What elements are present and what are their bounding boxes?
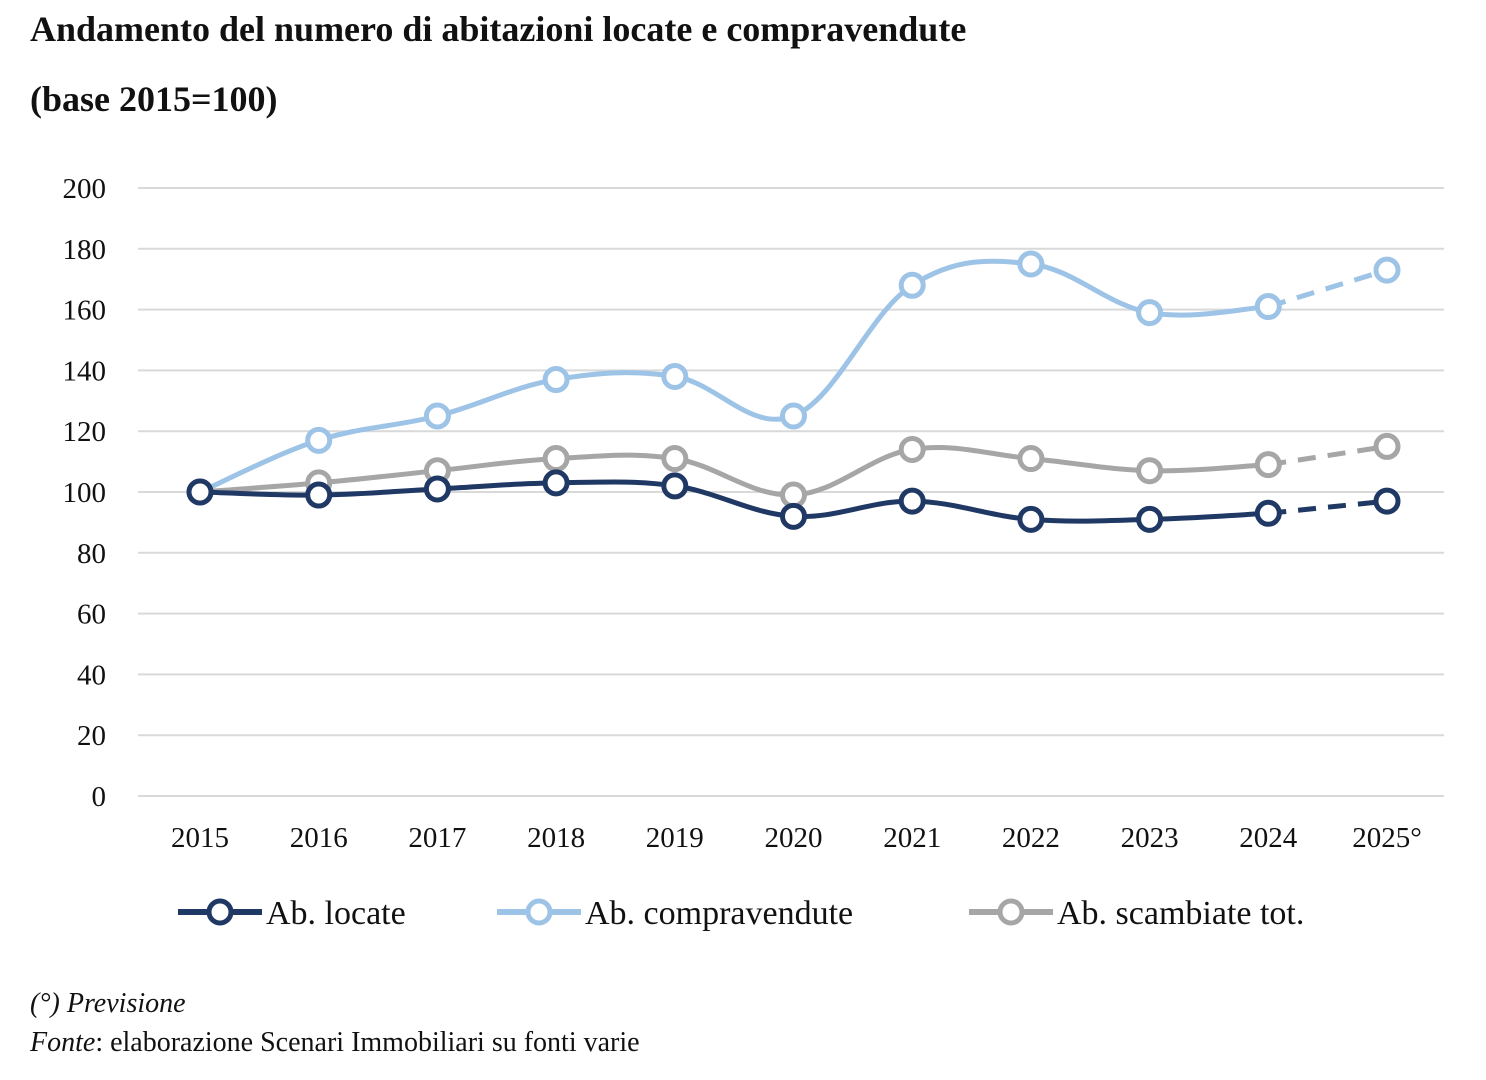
legend-marker-ab-compravendute	[525, 898, 553, 926]
data-point-ab-locate	[1373, 487, 1401, 515]
chart-title: Andamento del numero di abitazioni locat…	[30, 9, 967, 49]
y-tick-label: 20	[77, 720, 106, 752]
x-tick-label: 2016	[290, 822, 348, 854]
data-point-ab-scambiate-tot	[1373, 432, 1401, 460]
x-tick-label: 2019	[646, 822, 704, 854]
data-point-ab-locate	[186, 478, 214, 506]
data-point-ab-scambiate-tot	[1017, 445, 1045, 473]
series-ab-locate	[186, 469, 1401, 533]
data-point-ab-locate	[1017, 505, 1045, 533]
x-tick-label: 2017	[408, 822, 466, 854]
data-point-ab-locate	[305, 481, 333, 509]
series-forecast-line-ab-scambiate-tot	[1267, 443, 1388, 468]
x-tick-label: 2024	[1239, 822, 1298, 854]
x-tick-label: 2022	[1002, 822, 1060, 854]
data-point-ab-compravendute	[780, 402, 807, 430]
y-tick-label: 80	[77, 538, 106, 570]
x-tick-label: 2021	[883, 822, 941, 854]
source-note: Fonte: elaborazione Scenari Immobiliari …	[30, 1027, 640, 1059]
data-point-ab-locate	[780, 502, 807, 530]
series-ab-compravendute	[186, 250, 1401, 506]
data-point-ab-scambiate-tot	[661, 445, 689, 473]
data-point-ab-compravendute	[423, 402, 451, 430]
y-tick-label: 140	[63, 355, 107, 387]
source-label: Fonte	[30, 1027, 96, 1058]
legend-item-ab-locate: Ab. locate	[178, 895, 406, 932]
y-tick-label: 0	[92, 781, 107, 813]
data-point-ab-compravendute	[898, 271, 926, 299]
legend-marker-ab-locate	[206, 898, 234, 926]
legend-marker-ab-scambiate-tot	[997, 898, 1025, 926]
data-point-ab-compravendute	[661, 362, 689, 390]
y-tick-label: 100	[63, 477, 107, 509]
series-line-ab-locate	[197, 479, 1271, 524]
y-tick-label: 160	[63, 295, 107, 327]
x-axis-tick-labels: 2015 2016 2017 2018 2019 2020 2021 2022 2023 2024…	[171, 822, 1422, 854]
source-text: : elaborazione Scenari Immobiliari su fo…	[95, 1027, 640, 1058]
data-point-ab-compravendute	[1136, 299, 1164, 327]
data-point-ab-compravendute	[1373, 256, 1401, 284]
data-point-ab-scambiate-tot	[1254, 451, 1282, 479]
data-point-ab-locate	[1254, 499, 1282, 527]
legend-item-ab-compravendute: Ab. compravendute	[497, 895, 853, 932]
y-tick-label: 180	[63, 234, 107, 266]
x-tick-label: 2015	[171, 822, 229, 854]
x-tick-label: 2020	[765, 822, 823, 854]
legend-label-ab-locate: Ab. locate	[266, 895, 406, 932]
y-axis-tick-labels: 0 20 40 60 80 100 120 140 160 180 200	[63, 173, 107, 813]
data-point-ab-compravendute	[1254, 293, 1282, 321]
data-point-ab-compravendute	[305, 426, 333, 454]
y-tick-label: 200	[63, 173, 107, 205]
data-point-ab-locate	[898, 487, 926, 515]
series-forecast-line-ab-locate	[1268, 498, 1388, 516]
data-point-ab-scambiate-tot	[1136, 457, 1164, 485]
legend: Ab. locate Ab. compravendute Ab. scambiate…	[178, 895, 1304, 932]
data-point-ab-locate	[661, 472, 689, 500]
series-line-ab-compravendute	[197, 258, 1271, 495]
legend-label-ab-scambiate-tot: Ab. scambiate tot.	[1057, 895, 1304, 932]
x-tick-label: 2025°	[1352, 822, 1422, 854]
y-tick-label: 60	[77, 599, 106, 631]
forecast-note: (°) Previsione	[30, 988, 186, 1019]
series-line-ab-scambiate-tot	[197, 445, 1271, 498]
data-point-ab-compravendute	[1017, 250, 1045, 278]
series-forecast-line-ab-compravendute	[1267, 267, 1388, 309]
series-lines	[186, 250, 1401, 533]
line-chart: 0 20 40 60 80 100 120 140 160 180 200 2015 2016 2017…	[63, 173, 1444, 932]
chart-subtitle: (base 2015=100)	[30, 79, 278, 119]
x-tick-label: 2023	[1121, 822, 1179, 854]
legend-label-ab-compravendute: Ab. compravendute	[585, 895, 853, 932]
data-point-ab-scambiate-tot	[542, 445, 570, 473]
y-tick-label: 120	[63, 416, 107, 448]
data-point-ab-scambiate-tot	[898, 435, 926, 463]
data-point-ab-locate	[542, 469, 570, 497]
data-point-ab-locate	[423, 475, 451, 503]
data-point-ab-scambiate-tot	[780, 481, 807, 509]
data-point-ab-locate	[1136, 505, 1164, 533]
data-point-ab-compravendute	[542, 366, 570, 394]
legend-item-ab-scambiate-tot: Ab. scambiate tot.	[969, 895, 1304, 932]
x-tick-label: 2018	[527, 822, 585, 854]
y-tick-label: 40	[77, 659, 106, 691]
